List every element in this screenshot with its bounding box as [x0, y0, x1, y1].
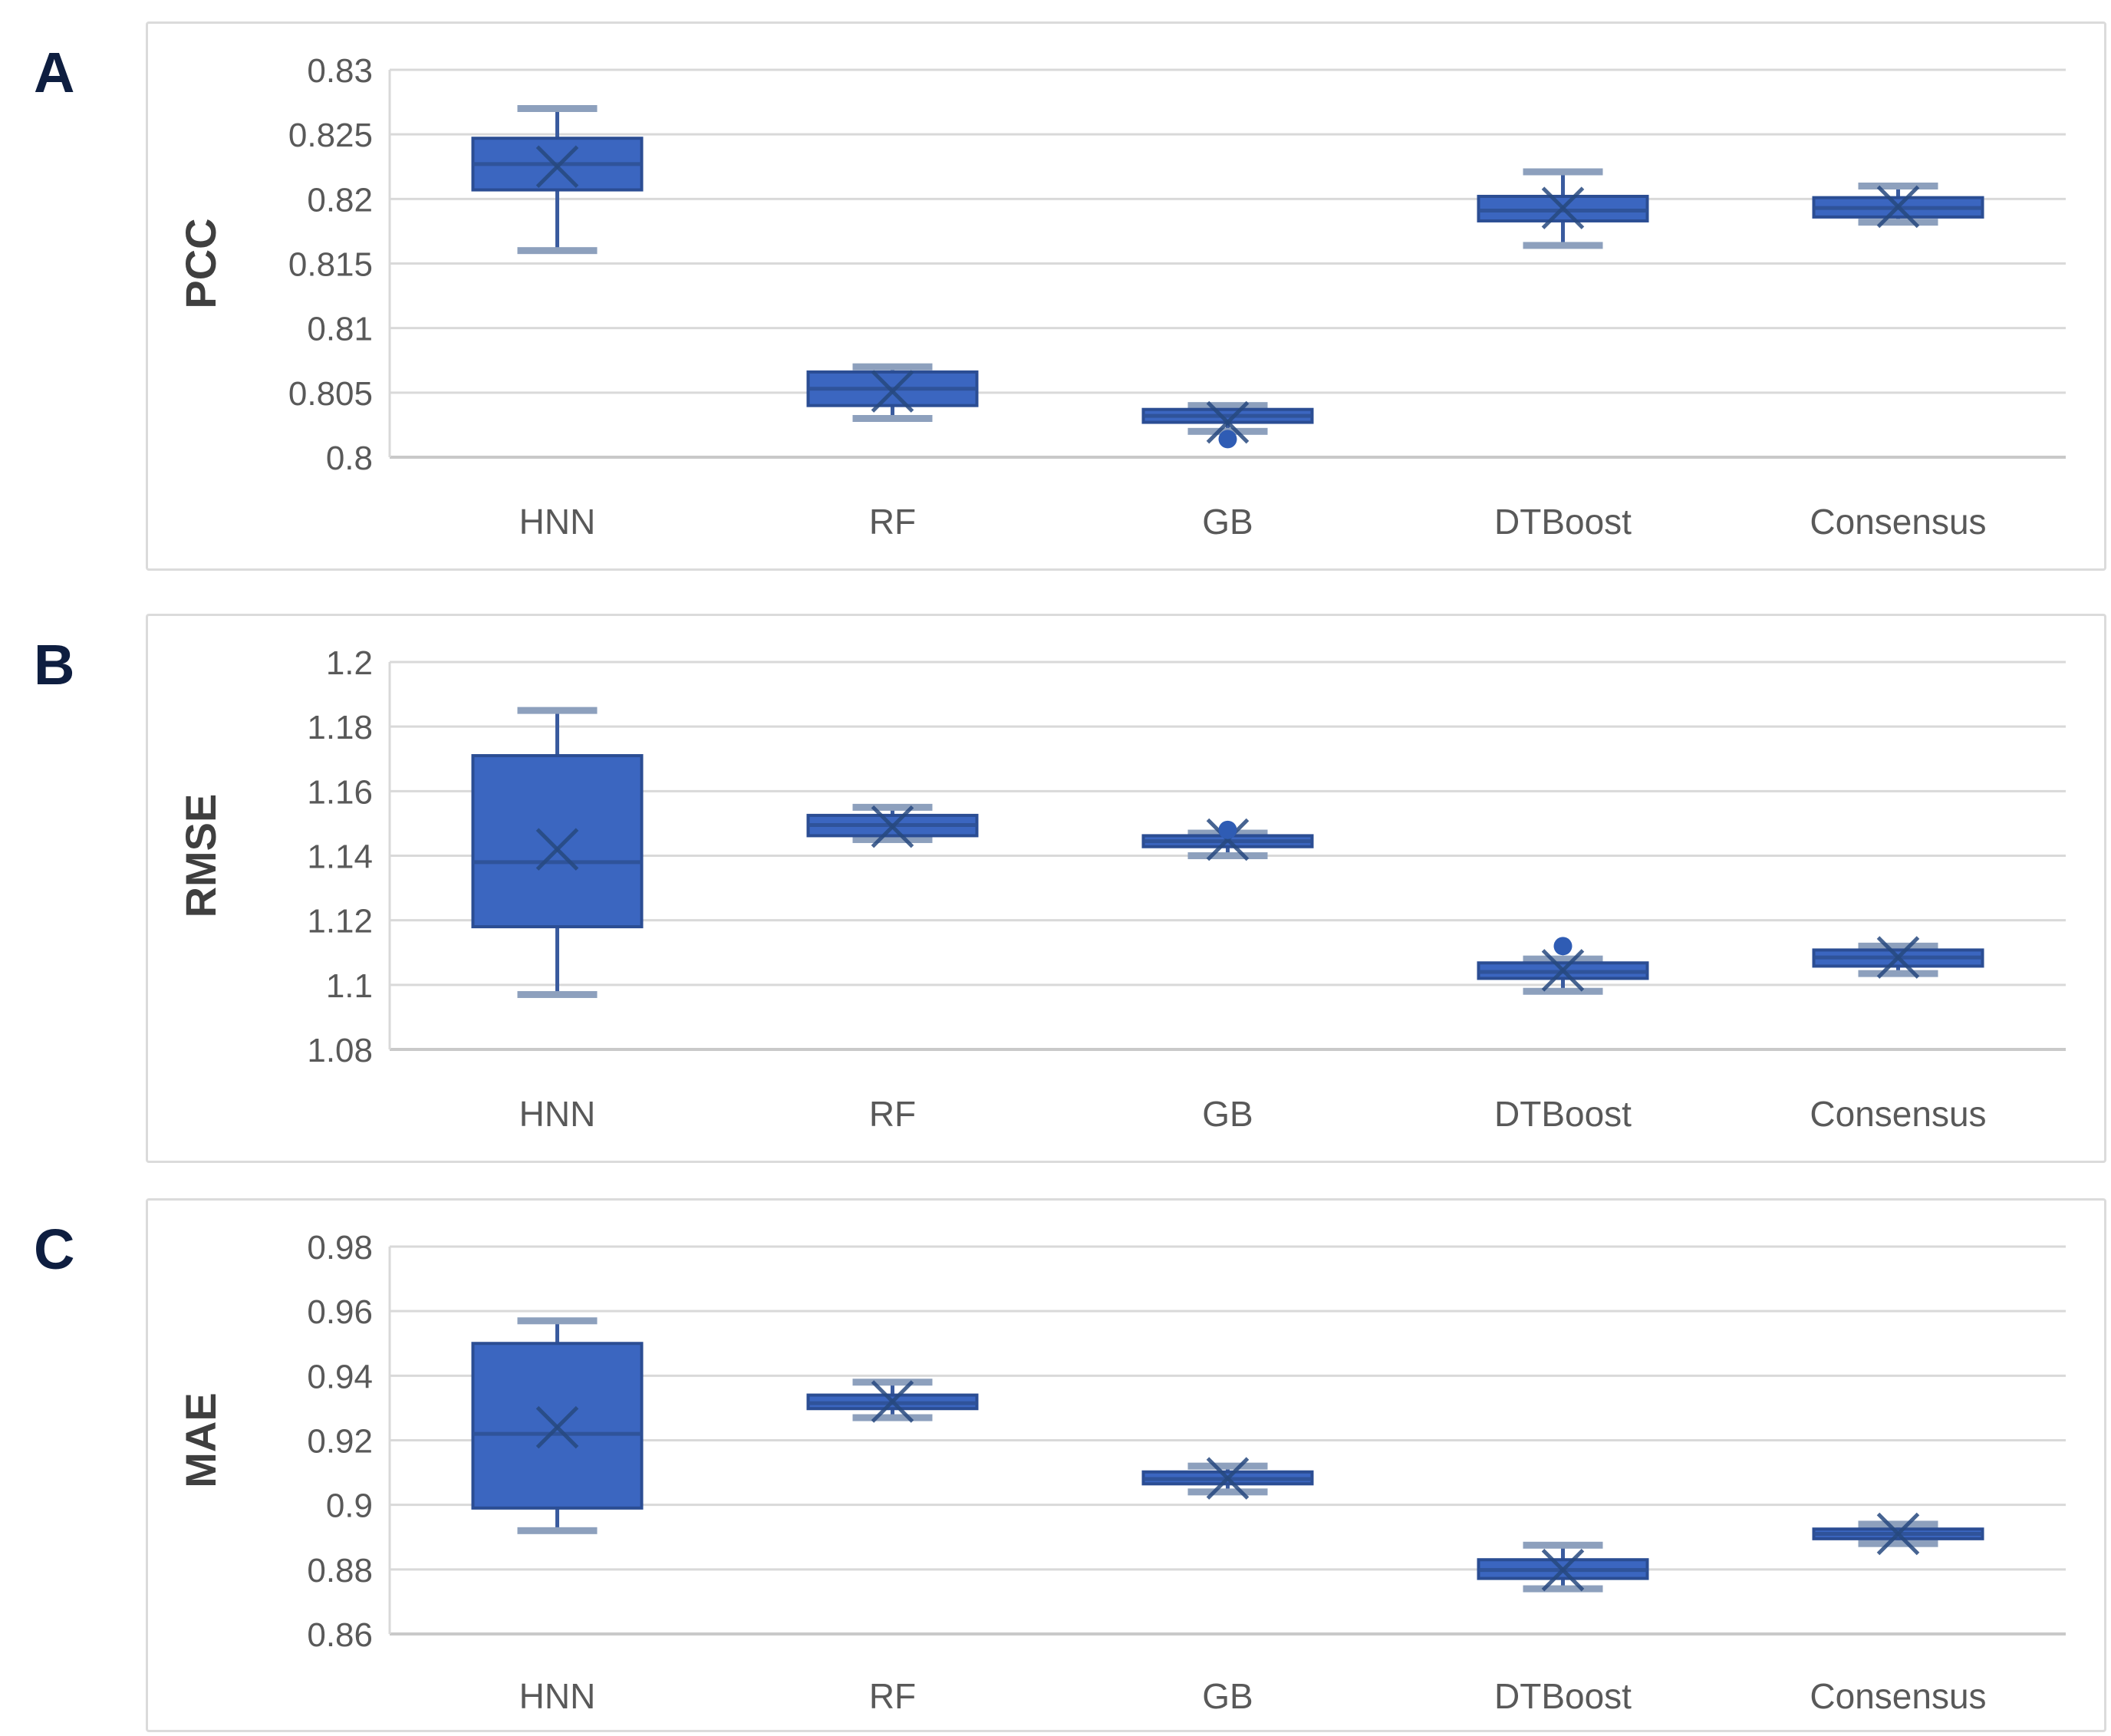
outlier-point — [1553, 937, 1573, 956]
upper-whisker-cap — [1858, 1520, 1938, 1528]
y-tick-label: 1.18 — [307, 709, 373, 746]
y-tick-label: 0.96 — [307, 1293, 373, 1331]
category-label: DTBoost — [1494, 1676, 1632, 1716]
lower-whisker-cap — [852, 835, 933, 843]
lower-whisker-cap — [1523, 1585, 1603, 1593]
category-label: RF — [869, 502, 916, 542]
upper-whisker-cap — [1858, 942, 1938, 950]
upper-whisker-cap — [517, 105, 598, 112]
y-tick-label: 1.16 — [307, 773, 373, 811]
upper-whisker-cap — [1523, 1541, 1603, 1549]
lower-whisker-cap — [1187, 852, 1268, 859]
mean-marker — [1206, 818, 1250, 861]
panel-label-c: C — [34, 1217, 76, 1281]
mean-marker — [871, 370, 914, 413]
y-tick-label: 0.92 — [307, 1423, 373, 1461]
lower-whisker-cap — [1523, 987, 1603, 995]
box — [471, 754, 644, 929]
mean-marker — [871, 805, 914, 848]
y-tick-label: 0.88 — [307, 1552, 373, 1589]
panel-pcc: 0.83 0.825 0.82 0.815 0.81 0.805 0.8 PCC HNN RF GB… — [146, 21, 2106, 571]
mean-marker — [535, 1405, 579, 1449]
category-label: GB — [1202, 1094, 1253, 1134]
panel-rmse: 1.2 1.18 1.16 1.14 1.12 1.1 1.08 RMSE HNN RF GB DTB… — [146, 614, 2106, 1163]
lower-whisker-cap — [517, 1527, 598, 1534]
y-tick-label: 0.805 — [288, 375, 373, 413]
lower-whisker-cap — [852, 415, 933, 422]
category-label: HNN — [519, 1094, 596, 1134]
mean-marker — [1541, 186, 1585, 229]
y-axis-title: PCC — [176, 218, 225, 308]
mean-marker — [1876, 1512, 1920, 1556]
category-label: RF — [869, 1676, 916, 1716]
mean-marker — [1876, 185, 1920, 229]
mae-boxplot-chart: 0.98 0.96 0.94 0.92 0.9 0.88 0.86 MAE HNN RF GB DTB… — [176, 1229, 2066, 1716]
y-tick-label: 0.8 — [326, 440, 373, 477]
category-label: Consensus — [1810, 1094, 1986, 1134]
lower-whisker-cap — [517, 247, 598, 255]
rmse-boxplot-chart: 1.2 1.18 1.16 1.14 1.12 1.1 1.08 RMSE HNN RF GB DTB… — [176, 644, 2066, 1134]
y-tick-label: 0.98 — [307, 1229, 373, 1267]
y-tick-label: 1.1 — [326, 967, 373, 1005]
lower-whisker-cap — [852, 1414, 933, 1421]
y-tick-label: 0.94 — [307, 1358, 373, 1395]
upper-whisker-cap — [1187, 402, 1268, 410]
y-tick-label: 0.82 — [307, 181, 373, 219]
y-tick-label: 0.81 — [307, 311, 373, 348]
category-label: HNN — [519, 502, 596, 542]
y-tick-label: 1.2 — [326, 644, 373, 682]
upper-whisker-cap — [1523, 955, 1603, 963]
mean-marker — [535, 145, 579, 189]
y-axis-title: MAE — [176, 1392, 225, 1487]
upper-whisker-cap — [852, 803, 933, 811]
outlier-point — [1218, 430, 1237, 449]
mean-marker — [1206, 1457, 1250, 1500]
upper-whisker-cap — [517, 707, 598, 714]
category-label: GB — [1202, 502, 1253, 542]
y-tick-label: 0.86 — [307, 1616, 373, 1654]
y-tick-label: 0.815 — [288, 246, 373, 284]
lower-whisker-cap — [1858, 970, 1938, 977]
lower-whisker-cap — [1187, 1488, 1268, 1496]
y-tick-label: 0.825 — [288, 117, 373, 154]
mean-marker — [535, 828, 579, 871]
mean-marker — [1206, 400, 1250, 444]
category-label: Consensus — [1810, 1676, 1986, 1716]
mean-marker — [871, 1380, 914, 1423]
lower-whisker-cap — [1523, 242, 1603, 249]
mean-marker — [1541, 949, 1585, 992]
pcc-boxplot-chart: 0.83 0.825 0.82 0.815 0.81 0.805 0.8 PCC HNN RF GB… — [176, 52, 2066, 542]
category-label: Consensus — [1810, 502, 1986, 542]
mean-marker — [1876, 936, 1920, 979]
lower-whisker-cap — [1858, 1540, 1938, 1547]
lower-whisker-cap — [517, 990, 598, 998]
category-label: GB — [1202, 1676, 1253, 1716]
y-tick-label: 1.12 — [307, 903, 373, 940]
category-label: DTBoost — [1494, 502, 1632, 542]
y-tick-label: 0.83 — [307, 52, 373, 90]
upper-whisker-cap — [1858, 183, 1938, 189]
outlier-point — [1218, 820, 1237, 839]
upper-whisker-cap — [517, 1317, 598, 1325]
upper-whisker-cap — [1523, 168, 1603, 176]
panel-label-a: A — [34, 41, 76, 104]
category-label: DTBoost — [1494, 1094, 1632, 1134]
y-tick-label: 0.9 — [326, 1487, 373, 1525]
lower-whisker-cap — [1858, 219, 1938, 226]
category-label: RF — [869, 1094, 916, 1134]
panel-mae: 0.98 0.96 0.94 0.92 0.9 0.88 0.86 MAE HNN RF GB DTB… — [146, 1198, 2106, 1732]
y-tick-label: 1.08 — [307, 1032, 373, 1069]
y-tick-label: 1.14 — [307, 838, 373, 876]
panel-label-b: B — [34, 633, 76, 697]
upper-whisker-cap — [852, 1379, 933, 1386]
upper-whisker-cap — [1187, 1462, 1268, 1470]
mean-marker — [1541, 1548, 1585, 1592]
upper-whisker-cap — [852, 363, 933, 371]
y-axis-title: RMSE — [176, 794, 225, 918]
category-label: HNN — [519, 1676, 596, 1716]
